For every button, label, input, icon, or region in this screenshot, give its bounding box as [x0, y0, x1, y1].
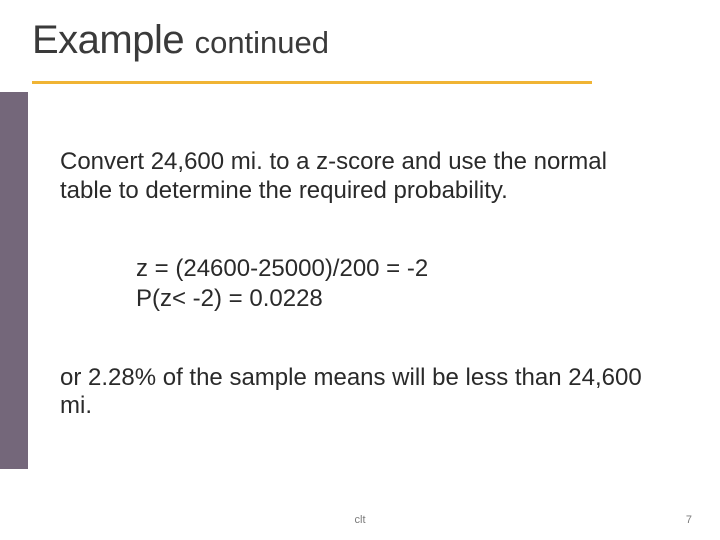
footer-label: clt	[0, 514, 720, 526]
slide-container: Example continued Convert 24,600 mi. to …	[0, 0, 720, 540]
paragraph-intro: Convert 24,600 mi. to a z-score and use …	[60, 148, 660, 206]
equation-prob: P(z< -2) = 0.0228	[136, 284, 660, 314]
paragraph-conclusion: or 2.28% of the sample means will be les…	[60, 364, 660, 422]
title-sub: continued	[195, 25, 329, 60]
equations-block: z = (24600-25000)/200 = -2 P(z< -2) = 0.…	[136, 254, 660, 314]
title-main: Example	[32, 18, 184, 62]
title-area: Example continued	[0, 0, 720, 63]
title-divider	[32, 81, 592, 84]
side-accent-bar	[0, 92, 28, 469]
page-number: 7	[686, 514, 692, 526]
equation-z: z = (24600-25000)/200 = -2	[136, 254, 660, 284]
content-area: Convert 24,600 mi. to a z-score and use …	[60, 148, 660, 421]
